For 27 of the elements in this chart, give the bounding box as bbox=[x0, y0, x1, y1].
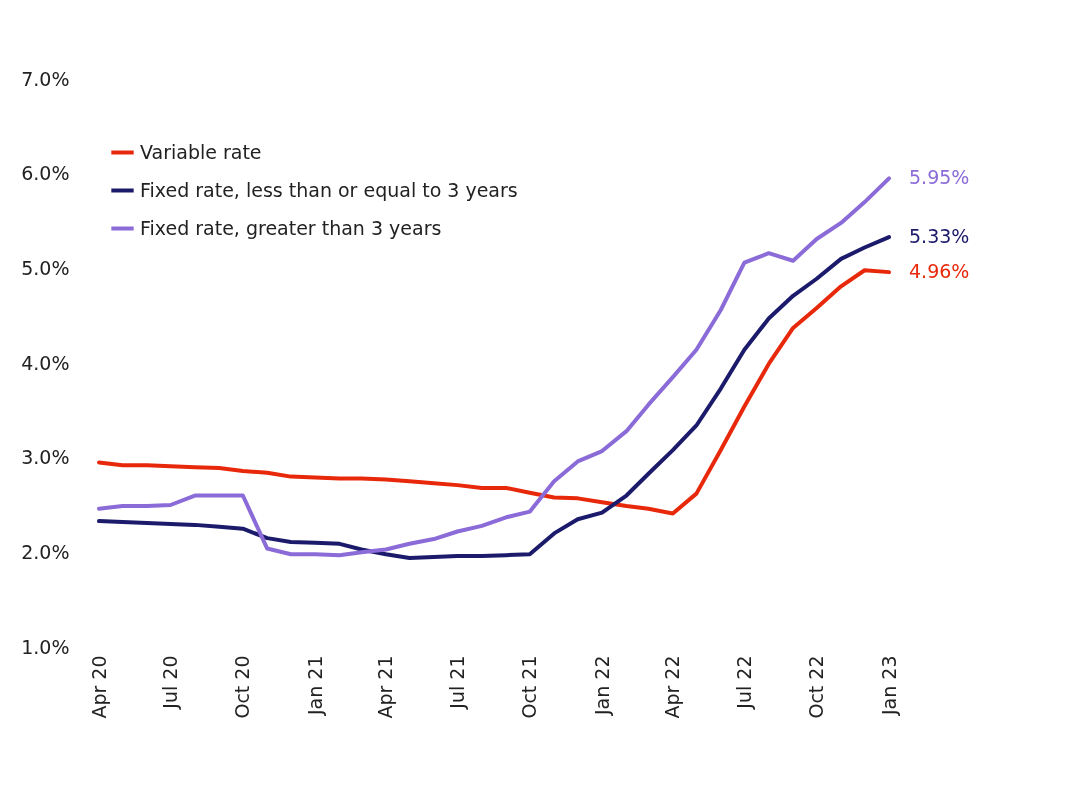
x-tick-label: Jul 21 bbox=[445, 655, 468, 710]
x-tick-label: Jul 22 bbox=[732, 655, 755, 710]
y-tick-label: 7.0% bbox=[21, 67, 70, 90]
line-series bbox=[97, 268, 891, 516]
x-tick-label: Apr 22 bbox=[661, 655, 684, 719]
y-tick-label: 1.0% bbox=[21, 635, 70, 658]
x-tick-label: Jan 21 bbox=[303, 655, 326, 717]
y-tick-label: 4.0% bbox=[21, 351, 70, 374]
data-label: 5.95% bbox=[909, 166, 970, 189]
x-tick-label: Apr 21 bbox=[374, 655, 397, 719]
data-label: 5.33% bbox=[909, 225, 970, 248]
x-tick-label: Oct 22 bbox=[805, 655, 828, 719]
x-tick-label: Oct 21 bbox=[518, 655, 541, 719]
x-tick-label: Apr 20 bbox=[87, 655, 110, 719]
y-tick-label: 6.0% bbox=[21, 162, 70, 185]
legend-label: Fixed rate, greater than 3 years bbox=[140, 216, 442, 239]
x-tick-label: Jul 20 bbox=[159, 655, 182, 710]
x-tick-label: Jan 23 bbox=[877, 655, 900, 717]
line-series bbox=[97, 176, 891, 558]
x-tick-label: Jan 22 bbox=[590, 655, 613, 717]
y-tick-label: 3.0% bbox=[21, 446, 70, 469]
y-tick-label: 5.0% bbox=[21, 256, 70, 279]
y-tick-label: 2.0% bbox=[21, 540, 70, 563]
x-tick-label: Oct 20 bbox=[231, 655, 254, 719]
legend-label: Fixed rate, less than or equal to 3 years bbox=[140, 178, 518, 201]
legend-label: Variable rate bbox=[140, 140, 262, 163]
data-label: 4.96% bbox=[909, 260, 970, 283]
